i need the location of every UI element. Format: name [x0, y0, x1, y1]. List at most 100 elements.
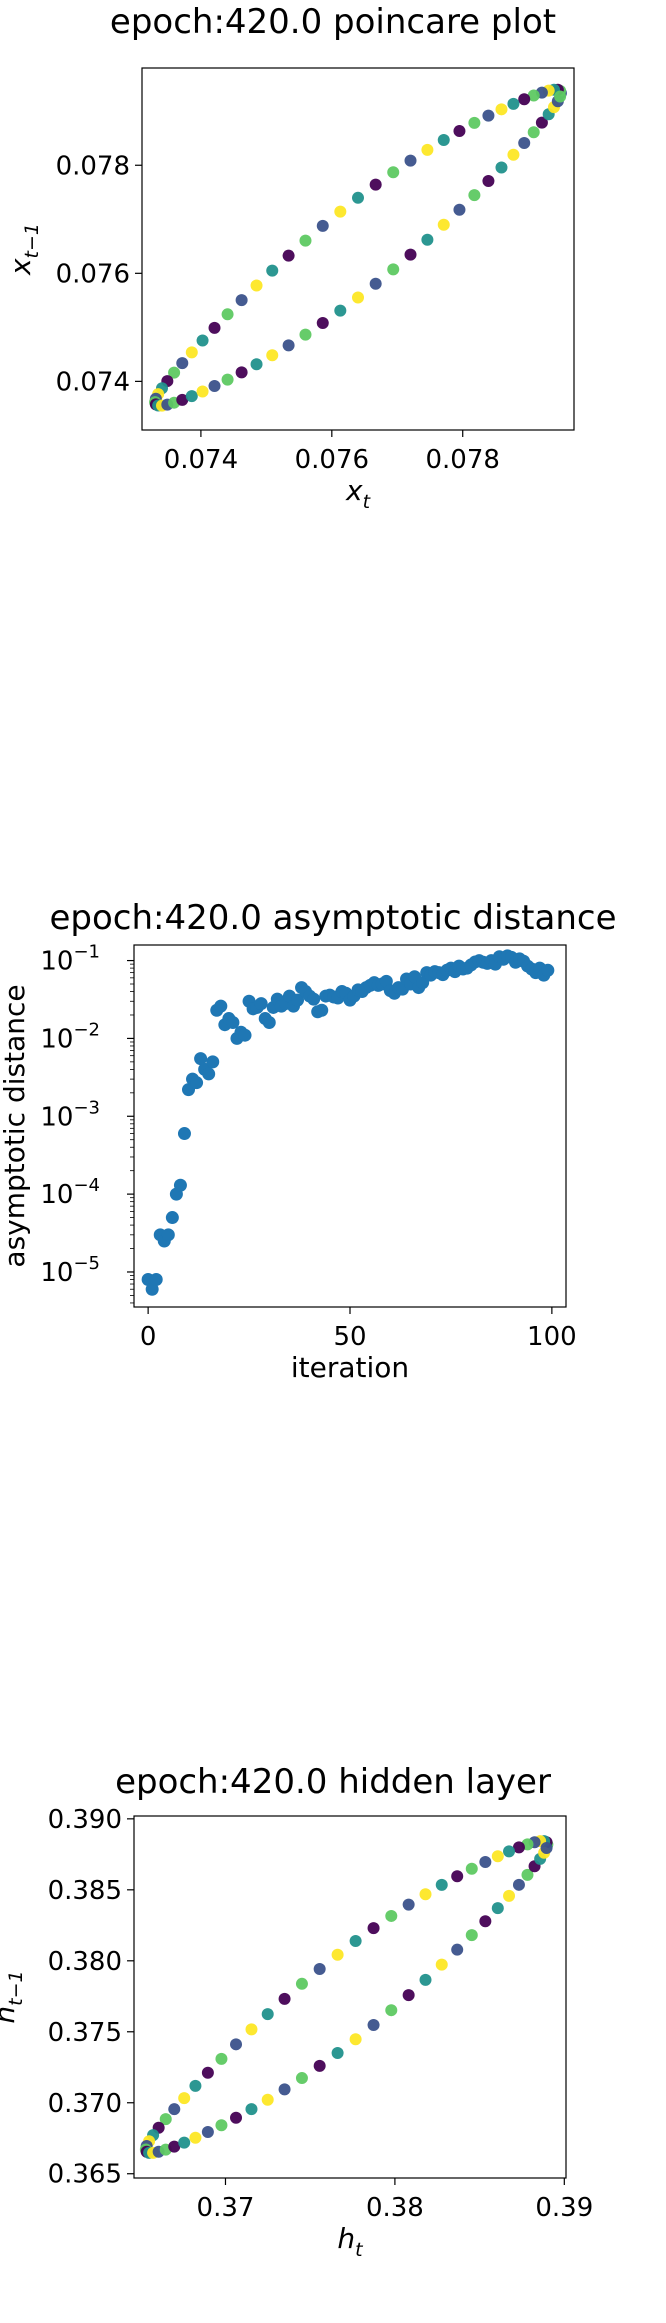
data-point: [495, 161, 508, 174]
y-tick-label: 10−4: [40, 1175, 100, 1210]
data-point: [168, 366, 181, 379]
data-point: [352, 291, 364, 304]
data-point: [453, 125, 466, 138]
data-point: [299, 328, 312, 341]
y-tick-label: 0.385: [48, 1876, 122, 1906]
data-point: [437, 218, 450, 231]
data-point: [316, 219, 329, 232]
data-point: [235, 366, 248, 379]
y-axis-label: ht−1: [0, 1970, 27, 2023]
data-point: [518, 93, 531, 106]
y-tick-label: 0.365: [48, 2160, 122, 2190]
data-point: [214, 999, 228, 1013]
data-point: [190, 1076, 204, 1090]
data-point: [250, 279, 263, 292]
data-point: [331, 1948, 344, 1961]
data-point: [421, 143, 434, 156]
data-point: [435, 1958, 448, 1971]
data-point: [503, 1889, 516, 1902]
data-point: [402, 1898, 415, 1911]
data-point: [482, 174, 495, 187]
data-point: [495, 103, 508, 116]
x-tick-label: 0.38: [366, 2193, 424, 2223]
data-point: [261, 2093, 274, 2106]
y-tick-label: 0.375: [48, 2018, 122, 2048]
data-point: [245, 2103, 258, 2116]
data-point: [404, 154, 417, 167]
x-axis-label: iteration: [291, 1351, 409, 1384]
data-point: [307, 992, 321, 1006]
data-point: [165, 1211, 179, 1225]
x-tick-label: 50: [333, 1322, 366, 1352]
data-point: [334, 304, 347, 317]
data-point: [208, 379, 221, 392]
data-point: [482, 109, 495, 122]
data-point: [507, 148, 520, 161]
data-point: [177, 1127, 191, 1141]
data-point: [451, 1870, 464, 1883]
data-point: [334, 205, 347, 218]
y-axis-label: asymptotic distance: [0, 984, 31, 1267]
x-tick-label: 0.37: [197, 2193, 255, 2223]
data-point: [215, 2052, 228, 2065]
data-point: [202, 1067, 216, 1081]
plot-frame: [133, 1815, 567, 2179]
data-point: [527, 126, 540, 139]
x-tick-label: 0.39: [535, 2193, 593, 2223]
data-point: [419, 1888, 432, 1901]
data-point: [176, 357, 189, 370]
data-point: [535, 116, 548, 129]
data-point: [541, 963, 555, 977]
chart-1: 0.074 0.076 0.078 0.074 0.076 0.078 xt xt−1: [4, 67, 575, 513]
data-point: [176, 393, 189, 406]
x-tick-label: 0.076: [295, 445, 369, 475]
data-point: [313, 2059, 326, 2072]
data-point: [468, 189, 481, 202]
data-point: [262, 1016, 276, 1030]
data-point: [313, 1963, 326, 1976]
data-point: [178, 2136, 191, 2149]
data-point: [185, 346, 198, 359]
data-point: [331, 2046, 344, 2059]
y-tick-label: 10−1: [40, 942, 100, 977]
data-point: [367, 2018, 380, 2031]
x-axis-label: ht: [337, 2222, 364, 2261]
data-point: [402, 1989, 415, 2002]
data-point: [387, 166, 400, 179]
data-point: [230, 2038, 243, 2051]
data-point: [235, 294, 248, 307]
x-tick-label: 100: [527, 1322, 577, 1352]
data-point: [226, 1016, 240, 1030]
data-point: [435, 1878, 448, 1891]
data-point: [145, 1282, 159, 1296]
data-point: [385, 2004, 398, 2017]
data-point: [421, 233, 434, 246]
y-tick-label: 0.074: [56, 367, 130, 397]
data-point: [206, 1055, 220, 1069]
data-point: [453, 203, 466, 216]
data-point: [437, 134, 450, 147]
data-point: [196, 334, 209, 347]
x-tick-label: 0.074: [164, 445, 238, 475]
data-point: [278, 1992, 291, 2005]
data-point: [168, 2103, 181, 2116]
data-point: [194, 1052, 208, 1066]
data-point: [404, 248, 417, 261]
data-point: [491, 1850, 504, 1863]
data-point: [278, 2083, 291, 2096]
data-point: [479, 1856, 492, 1869]
data-point: [282, 249, 295, 262]
chart-1-title: epoch:420.0 poincare plot: [109, 2, 557, 42]
data-point: [521, 1868, 534, 1881]
data-point: [385, 1909, 398, 1922]
data-point: [196, 385, 209, 398]
data-point: [254, 997, 268, 1011]
y-tick-label: 0.390: [48, 1805, 122, 1835]
x-axis-label: xt: [345, 474, 372, 513]
data-point: [527, 89, 540, 102]
y-tick-label: 0.370: [48, 2089, 122, 2119]
data-point: [149, 1273, 163, 1287]
data-point: [349, 1935, 362, 1948]
data-point: [208, 321, 221, 334]
